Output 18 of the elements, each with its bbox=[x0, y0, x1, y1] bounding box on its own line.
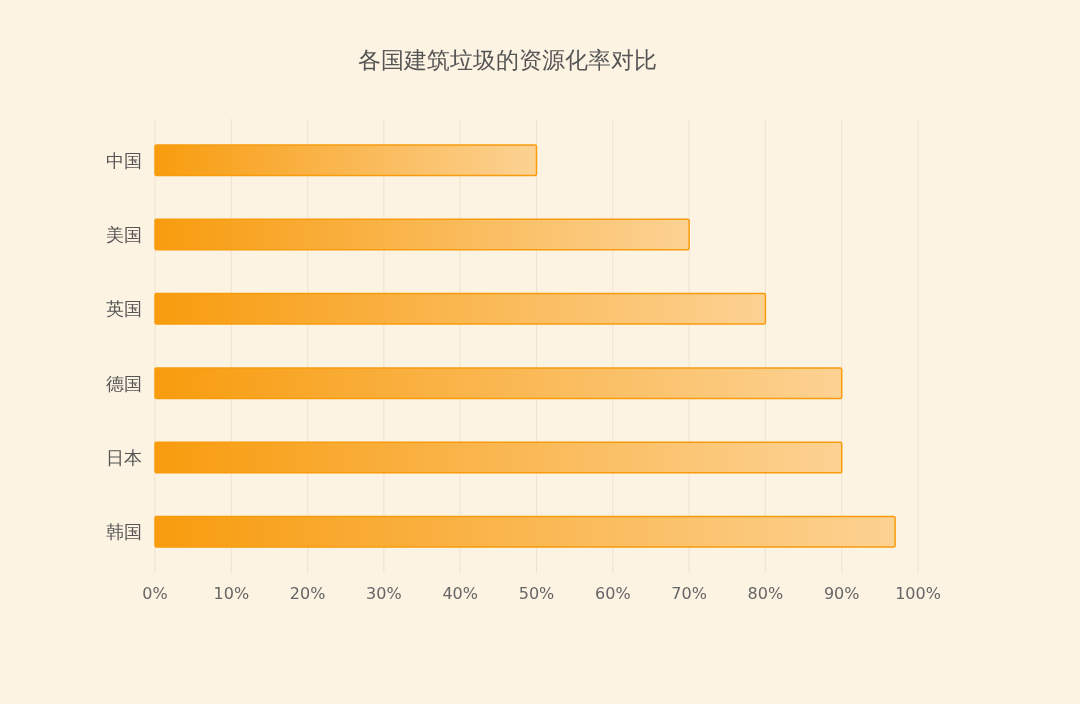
x-tick-label: 100% bbox=[895, 583, 941, 603]
chart-title: 各国建筑垃圾的资源化率对比 bbox=[358, 47, 658, 73]
x-tick-label: 30% bbox=[366, 583, 402, 603]
y-tick-label: 美国 bbox=[106, 224, 142, 245]
x-tick-label: 40% bbox=[442, 583, 478, 603]
x-tick-label: 0% bbox=[142, 583, 168, 603]
y-tick-label: 韩国 bbox=[106, 521, 142, 543]
x-tick-label: 10% bbox=[213, 583, 250, 603]
x-tick-label: 20% bbox=[289, 583, 326, 603]
y-tick-label: 中国 bbox=[106, 149, 142, 171]
y-tick-label: 德国 bbox=[106, 372, 142, 394]
y-tick-label: 日本 bbox=[106, 447, 142, 468]
x-tick-label: 60% bbox=[595, 583, 631, 603]
x-tick-label: 70% bbox=[671, 583, 707, 603]
x-tick-label: 90% bbox=[823, 583, 860, 603]
y-tick-label: 英国 bbox=[106, 298, 142, 320]
x-tick-label: 80% bbox=[747, 583, 784, 603]
x-tick-label: 50% bbox=[518, 583, 555, 603]
